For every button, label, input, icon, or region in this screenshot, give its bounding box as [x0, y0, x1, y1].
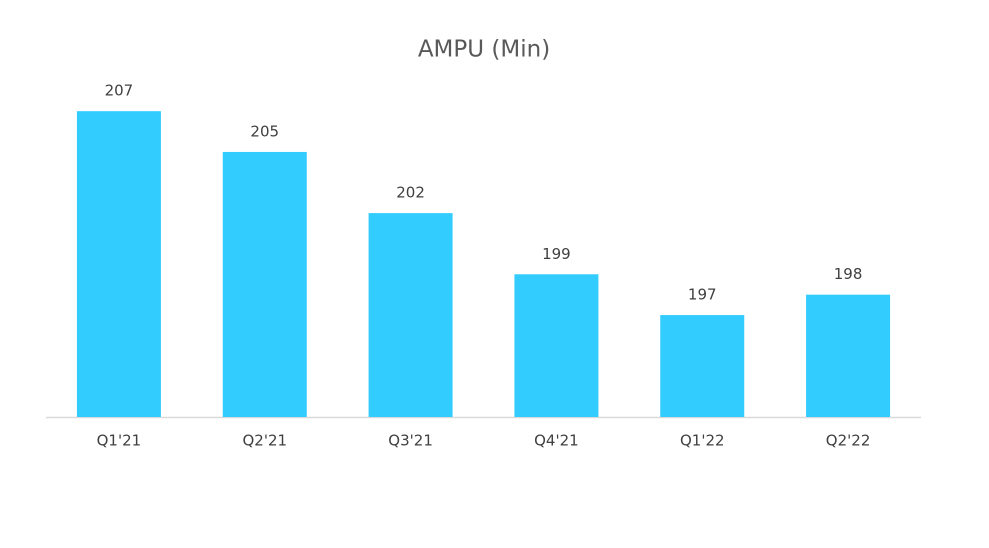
x-tick-label: Q4'21	[534, 432, 579, 450]
x-tick-label: Q1'22	[680, 432, 725, 450]
x-tick-label: Q1'21	[97, 432, 142, 450]
data-label: 198	[834, 265, 863, 283]
x-tick-label: Q2'21	[242, 432, 287, 450]
bar	[76, 111, 161, 418]
data-label: 205	[250, 122, 279, 140]
x-tick-label: Q3'21	[388, 432, 433, 450]
bar	[514, 274, 599, 417]
bar	[368, 213, 453, 417]
chart-title: AMPU (Min)	[418, 37, 550, 63]
x-tick-label: Q2'22	[826, 432, 871, 450]
bar	[222, 151, 307, 417]
data-label: 202	[396, 184, 425, 202]
data-label: 199	[542, 245, 571, 263]
data-label: 207	[105, 82, 134, 100]
bar	[806, 294, 891, 417]
data-label: 197	[688, 286, 717, 304]
bar	[660, 315, 745, 417]
